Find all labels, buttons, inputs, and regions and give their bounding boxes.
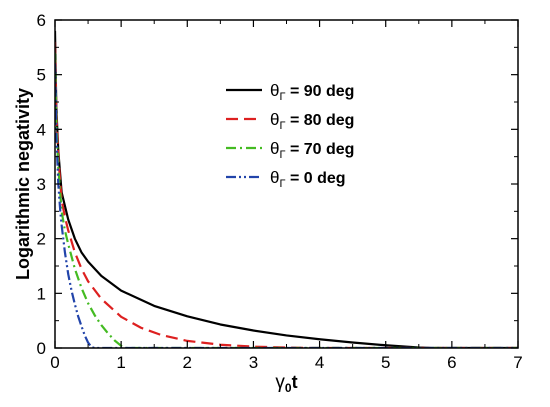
series-line-3 (55, 63, 518, 348)
legend-label-symbol: θ (270, 81, 279, 100)
x-tick-label: 6 (447, 353, 456, 372)
legend-label-subscript: Γ (279, 120, 285, 132)
legend-label-symbol: θ (270, 168, 279, 187)
legend-label-subscript: Γ (279, 178, 285, 190)
y-tick-label: 4 (37, 120, 46, 139)
x-axis-title-suffix: t (292, 372, 298, 392)
series-line-2 (55, 52, 518, 348)
legend-label-symbol: θ (270, 139, 279, 158)
x-tick-label: 7 (513, 353, 522, 372)
series-line-0 (55, 30, 518, 348)
legend-label-suffix: = 90 deg (286, 83, 355, 100)
legend-label-symbol: θ (270, 110, 279, 129)
x-axis-title-subscript: 0 (285, 381, 292, 395)
x-tick-label: 1 (116, 353, 125, 372)
legend-label-0: θΓ = 90 deg (270, 81, 354, 103)
x-axis-title-symbol: γ (275, 372, 285, 393)
y-tick-label: 6 (37, 11, 46, 30)
legend-label-3: θΓ = 0 deg (270, 168, 346, 190)
legend-label-subscript: Γ (279, 91, 285, 103)
x-tick-label: 2 (183, 353, 192, 372)
legend-label-suffix: = 80 deg (286, 112, 355, 129)
x-tick-label: 3 (249, 353, 258, 372)
x-tick-label: 5 (381, 353, 390, 372)
legend-label-suffix: = 0 deg (286, 170, 346, 187)
y-tick-label: 2 (37, 230, 46, 249)
y-tick-label: 0 (37, 339, 46, 358)
series-lines (55, 30, 518, 348)
legend-label-subscript: Γ (279, 149, 285, 161)
legend-label-suffix: = 70 deg (286, 141, 355, 158)
y-axis-title: Logarithmic negativity (13, 88, 33, 280)
x-axis-title: γ0t (275, 372, 297, 395)
x-tick-label: 4 (315, 353, 324, 372)
legend-label-2: θΓ = 70 deg (270, 139, 354, 161)
y-tick-label: 5 (37, 66, 46, 85)
y-tick-label: 3 (37, 175, 46, 194)
legend-label-1: θΓ = 80 deg (270, 110, 354, 132)
x-tick-label: 0 (50, 353, 59, 372)
y-tick-label: 1 (37, 284, 46, 303)
